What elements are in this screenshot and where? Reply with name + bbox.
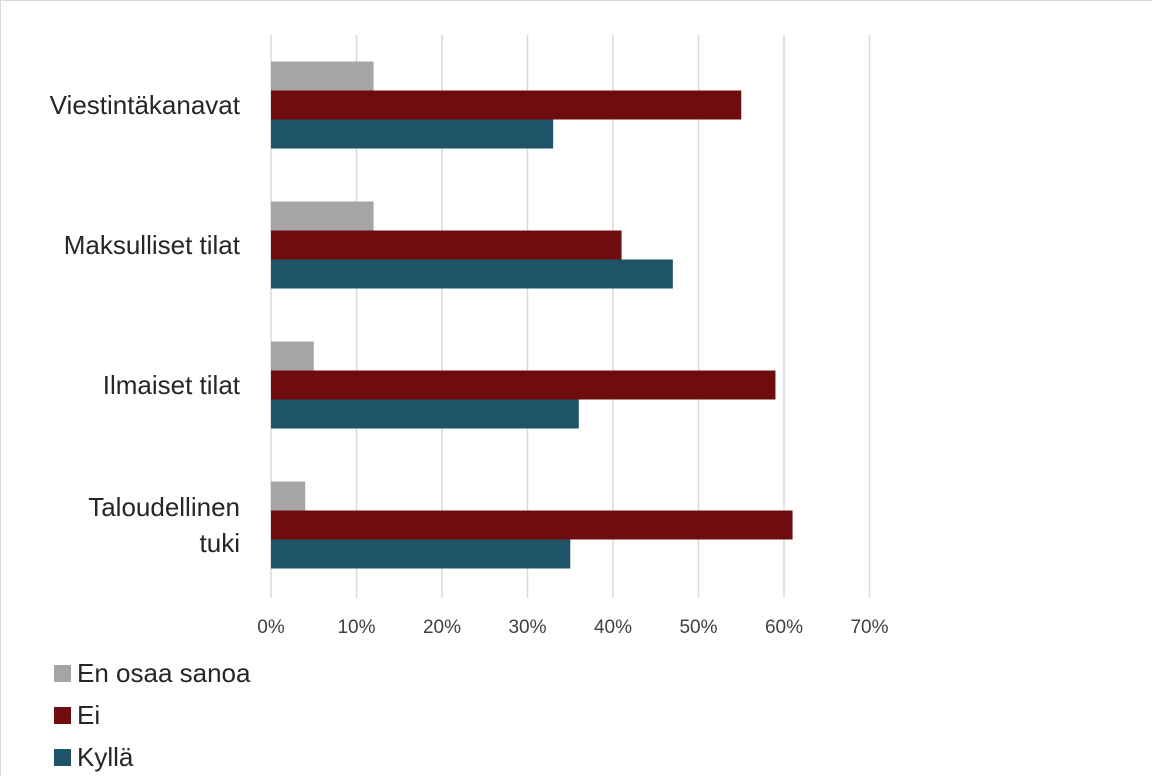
bar-chart: 0% 10% 20% 30% 40% 50% 60% 70% Viestintäkanavat M… (50, 35, 889, 638)
legend: En osaa sanoa Ei Kyllä (54, 652, 250, 778)
x-tick-label: 30% (508, 617, 546, 638)
x-tick-label: 10% (337, 617, 375, 638)
bar-ei (271, 90, 742, 120)
category-label: Maksulliset tilat (64, 230, 241, 260)
x-tick-label: 20% (423, 617, 461, 638)
bar-en-osaa-sanoa (271, 201, 374, 231)
legend-item-ei: Ei (54, 694, 250, 736)
category-label: tuki (200, 528, 240, 558)
x-tick-label: 50% (679, 617, 717, 638)
legend-item-kylla: Kyllä (54, 736, 250, 778)
category-label: Viestintäkanavat (50, 90, 241, 120)
x-tick-label: 70% (850, 617, 888, 638)
bar-kylla (271, 119, 554, 149)
legend-swatch (54, 664, 71, 682)
bar-en-osaa-sanoa (271, 341, 314, 371)
bar-kylla (271, 259, 673, 289)
category-label: Taloudellinen (88, 492, 240, 522)
bar-en-osaa-sanoa (271, 61, 374, 91)
bar-kylla (271, 539, 571, 569)
x-tick-label: 60% (765, 617, 803, 638)
legend-label: Kyllä (77, 741, 134, 772)
x-tick-label: 0% (257, 617, 285, 638)
legend-label: Ei (77, 699, 101, 730)
bar-ei (271, 370, 776, 400)
legend-swatch (54, 706, 71, 724)
category-label: Ilmaiset tilat (103, 370, 241, 400)
legend-swatch (54, 748, 71, 766)
bar-kylla (271, 399, 579, 429)
legend-item-en-osaa-sanoa: En osaa sanoa (54, 652, 250, 694)
x-tick-label: 40% (594, 617, 632, 638)
bar-en-osaa-sanoa (271, 481, 306, 511)
bar-ei (271, 510, 793, 540)
legend-label: En osaa sanoa (77, 657, 251, 688)
bar-ei (271, 230, 622, 260)
